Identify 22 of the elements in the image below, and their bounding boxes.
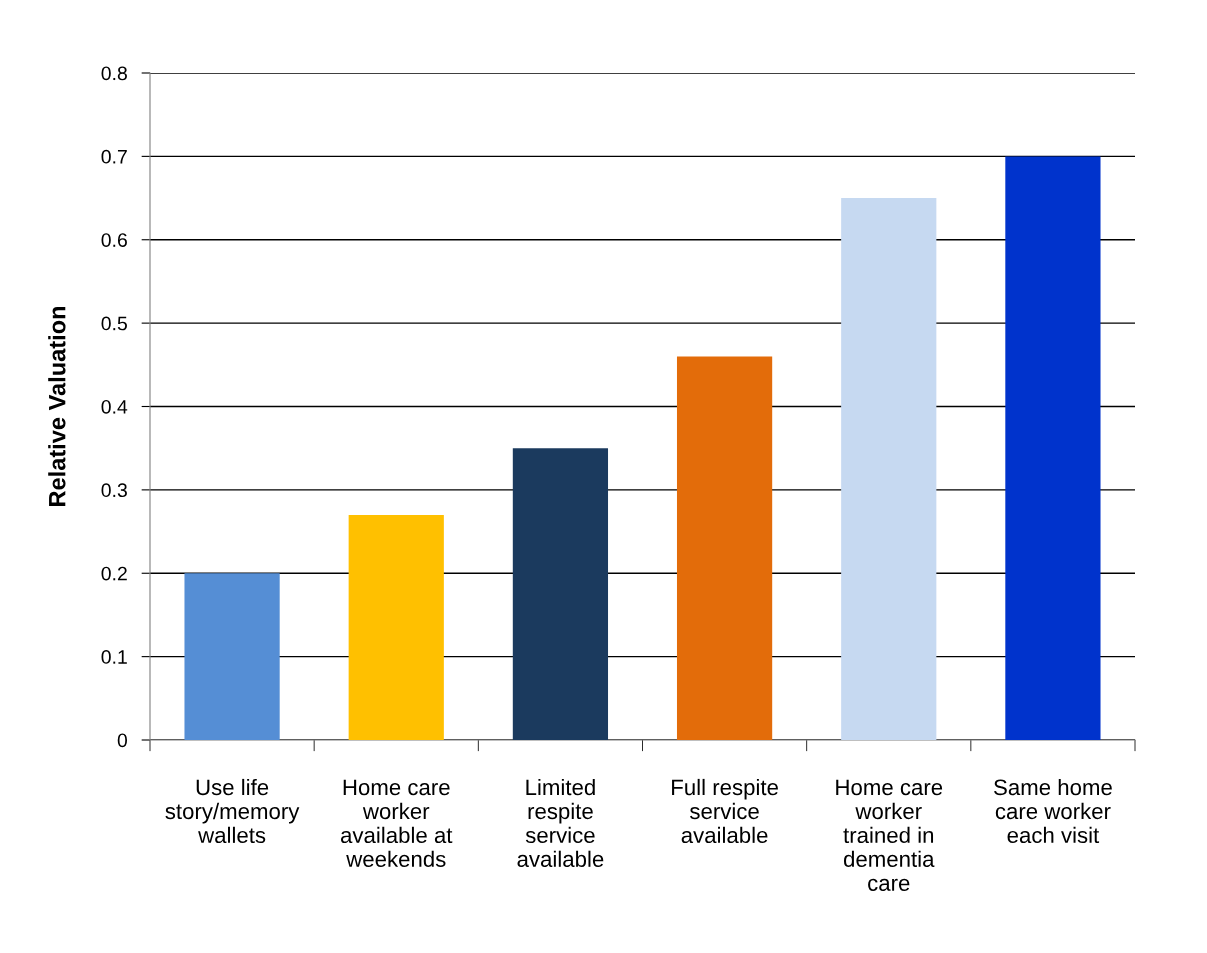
y-tick-label: 0.8 [101, 66, 127, 81]
bar [348, 514, 444, 740]
y-tick-label: 0.3 [101, 483, 127, 498]
bar [1005, 156, 1101, 740]
bar [841, 198, 937, 740]
y-tick-label: 0.7 [101, 149, 127, 164]
x-tick-label: Home care worker trained in dementia care [836, 779, 943, 891]
x-tick-label: Home care worker available at weekends [340, 779, 453, 868]
y-tick-label: 0 [117, 733, 128, 748]
y-tick-label: 0.5 [101, 316, 127, 331]
x-tick-label: Same home care worker each visit [994, 778, 1112, 844]
y-tick-label: 0.4 [101, 399, 128, 414]
x-tick-label: Full respite service available [672, 778, 778, 844]
x-tick-label: Limited respite service available [517, 778, 604, 868]
bar [184, 573, 280, 740]
bar [512, 448, 609, 740]
y-tick-label: 0.1 [101, 650, 127, 664]
y-tick-label: 0.6 [101, 233, 127, 247]
bar [676, 356, 773, 740]
x-tick-label: Use life story/memory wallets [165, 778, 300, 844]
y-tick-label: 0.2 [101, 566, 127, 581]
y-axis-title: Relative Valuation [48, 306, 66, 506]
